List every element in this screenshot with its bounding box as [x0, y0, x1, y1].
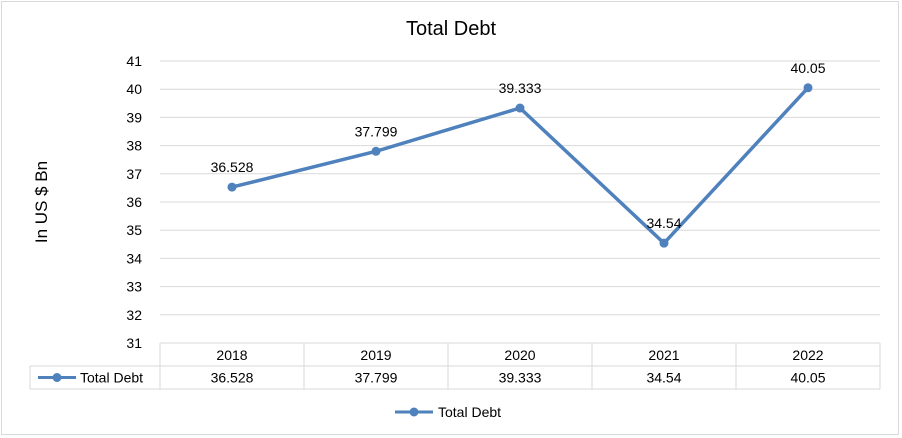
data-table: 2018 2019 2020 2021 2022 Total Debt 36.528 37.7… [29, 343, 881, 390]
data-point [803, 83, 813, 93]
y-tick-label: 36 [126, 194, 142, 210]
table-value: 34.54 [646, 370, 681, 386]
y-tick-label: 33 [126, 279, 142, 295]
data-point [515, 103, 525, 113]
y-tick-label: 37 [126, 166, 142, 182]
data-label: 37.799 [355, 123, 398, 139]
table-value: 40.05 [790, 370, 825, 386]
data-label: 36.528 [211, 159, 254, 175]
y-tick-label: 31 [126, 335, 142, 351]
data-label: 34.54 [646, 215, 681, 231]
x-tick-label: 2020 [504, 347, 535, 363]
table-value: 37.799 [355, 370, 398, 386]
x-tick-label: 2021 [648, 347, 679, 363]
table-series-name: Total Debt [80, 370, 143, 386]
legend-label: Total Debt [438, 404, 501, 420]
y-tick-label: 41 [126, 53, 142, 69]
chart-title: Total Debt [406, 18, 496, 40]
gridlines [160, 60, 880, 344]
data-label: 40.05 [790, 60, 825, 76]
x-tick-label: 2018 [216, 347, 247, 363]
data-point [227, 182, 237, 192]
x-tick-label: 2022 [792, 347, 823, 363]
y-tick-label: 40 [126, 81, 142, 97]
data-point [659, 238, 669, 248]
legend: Total Debt [395, 404, 501, 420]
y-tick-label: 32 [126, 307, 142, 323]
y-tick-label: 39 [126, 109, 142, 125]
data-labels: 36.528 37.799 39.333 34.54 40.05 [211, 60, 826, 231]
table-value: 36.528 [211, 370, 254, 386]
x-tick-label: 2019 [360, 347, 391, 363]
y-axis-label: In US $ Bn [32, 161, 51, 243]
y-tick-label: 35 [126, 222, 142, 238]
y-tick-label: 38 [126, 138, 142, 154]
y-tick-label: 34 [126, 250, 142, 266]
series-layer [227, 83, 813, 248]
legend-key-marker [409, 407, 419, 417]
table-value: 39.333 [499, 370, 542, 386]
y-tick-labels: 31 32 33 34 35 36 37 38 39 40 41 [126, 53, 142, 351]
table-series-key-marker [52, 373, 62, 382]
data-point [371, 146, 381, 156]
data-label: 39.333 [499, 80, 542, 96]
